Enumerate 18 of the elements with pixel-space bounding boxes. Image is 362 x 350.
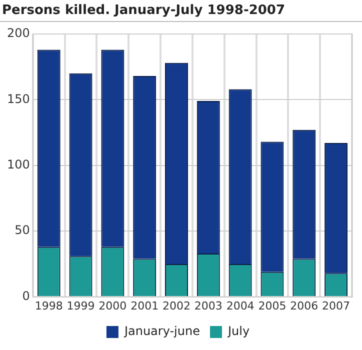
y-tick-label: 200 [7, 26, 30, 40]
x-tick-label: 2000 [98, 299, 127, 312]
y-tick-label: 0 [22, 288, 30, 303]
x-tick-label: 1999 [66, 299, 95, 312]
x-tick-label: 2005 [258, 299, 286, 312]
chart-title: Persons killed. January-July 1998-2007 [0, 0, 362, 22]
x-tick-label: 2002 [162, 299, 190, 312]
legend-label: January-june [123, 324, 200, 338]
legend-label: July [226, 324, 250, 338]
x-tick-label: 2003 [194, 299, 222, 312]
x-tick-label: 2004 [226, 299, 254, 312]
y-tick-label: 150 [7, 92, 30, 106]
x-tick-label: 2006 [290, 299, 318, 312]
x-tick-label: 2001 [130, 299, 159, 312]
y-tick-label: 100 [7, 158, 30, 172]
y-tick-label: 50 [14, 223, 30, 238]
x-tick-label: 2007 [322, 299, 350, 312]
x-tick-label: 1998 [34, 299, 63, 312]
